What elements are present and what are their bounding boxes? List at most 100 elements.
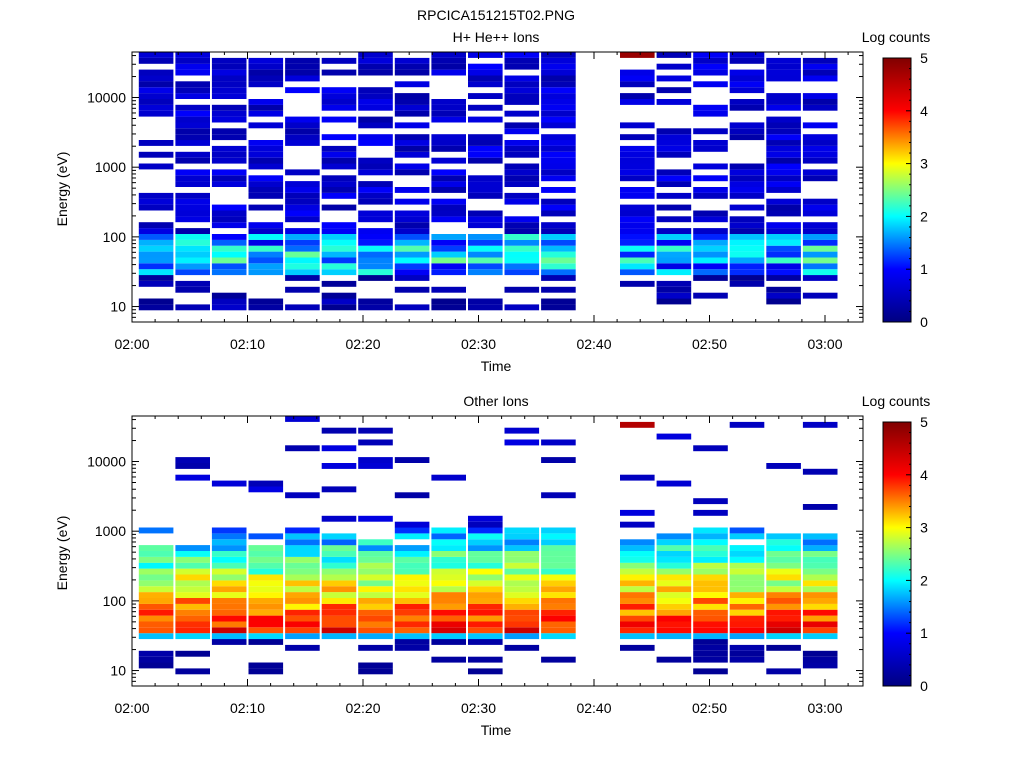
heatmap-cell <box>620 239 655 246</box>
heatmap-cell <box>656 286 692 293</box>
heatmap-cell <box>358 169 393 176</box>
x-tick-label: 02:10 <box>230 336 265 352</box>
heatmap-cell <box>766 93 801 99</box>
heatmap-cell <box>693 603 728 610</box>
heatmap-cell <box>802 621 838 628</box>
x-tick-label: 02:20 <box>345 700 380 716</box>
heatmap-cell <box>656 292 692 299</box>
heatmap-cell <box>138 239 174 246</box>
x-tick-label: 03:00 <box>807 700 842 716</box>
heatmap-cell <box>358 157 393 164</box>
heatmap-cell <box>541 592 576 598</box>
heatmap-cell <box>468 187 503 193</box>
heatmap-cell <box>138 574 174 581</box>
heatmap-cell <box>211 169 247 176</box>
heatmap-cell <box>285 87 320 94</box>
heatmap-cell <box>358 586 393 593</box>
heatmap-cell <box>431 304 466 311</box>
heatmap-cell <box>541 234 576 240</box>
heatmap-cell <box>468 81 503 88</box>
heatmap-cell <box>394 615 430 622</box>
heatmap-cell <box>358 228 393 234</box>
heatmap-cell <box>541 75 576 82</box>
heatmap-cell <box>620 122 655 129</box>
heatmap-cell <box>248 81 284 88</box>
heatmap-cell <box>175 650 210 657</box>
heatmap-cell <box>321 463 357 469</box>
heatmap-cell <box>802 93 838 99</box>
heatmap-cell <box>431 251 466 258</box>
panel-h-he-ions: H+ He++ Ions 02:00 02:10 02:20 02:30 02:40 02… <box>54 29 930 374</box>
heatmap-cell <box>620 251 655 258</box>
heatmap-cell <box>175 63 210 70</box>
heatmap-cell <box>175 286 210 293</box>
heatmap-cell <box>766 228 801 234</box>
heatmap-cell <box>620 169 655 176</box>
heatmap-cell <box>468 145 503 152</box>
heatmap-cell <box>358 163 393 170</box>
heatmap-cell <box>693 128 728 135</box>
heatmap-cell <box>729 650 765 657</box>
y-tick-label: 1000 <box>95 523 126 539</box>
heatmap-cell <box>656 145 692 152</box>
heatmap-cell <box>541 222 576 229</box>
heatmap-cell <box>431 269 466 276</box>
heatmap-cell <box>468 627 503 634</box>
heatmap-cell <box>693 574 728 581</box>
heatmap-cell <box>620 586 655 593</box>
heatmap-cell <box>620 609 655 616</box>
heatmap-cell <box>321 562 357 569</box>
heatmap-cell <box>541 562 576 569</box>
heatmap-cell <box>693 228 728 234</box>
heatmap-cell <box>802 263 838 270</box>
heatmap-cell <box>321 598 357 604</box>
heatmap-cell <box>729 580 765 587</box>
heatmap-cell <box>175 568 210 575</box>
heatmap-cell <box>248 163 284 170</box>
heatmap-cell <box>321 574 357 581</box>
heatmap-cell <box>211 181 247 187</box>
heatmap-cell <box>138 269 174 276</box>
heatmap-cell <box>175 668 210 675</box>
heatmap-cell <box>656 239 692 246</box>
heatmap-cell <box>175 116 210 123</box>
heatmap-cell <box>693 621 728 628</box>
heatmap-cell <box>656 192 692 199</box>
heatmap-cell <box>802 234 838 240</box>
heatmap-cell <box>175 574 210 581</box>
heatmap-cell <box>285 492 320 499</box>
heatmap-cell <box>541 603 576 610</box>
heatmap-cell <box>729 621 765 628</box>
heatmap-cell <box>394 63 430 70</box>
heatmap-cell <box>693 539 728 546</box>
heatmap-cell <box>248 239 284 246</box>
heatmap-cell <box>358 181 393 187</box>
heatmap-cell <box>248 57 284 64</box>
heatmap-cell <box>656 228 692 234</box>
heatmap-cell <box>175 87 210 94</box>
heatmap-cell <box>394 457 430 463</box>
heatmap-cell <box>504 251 540 258</box>
heatmap-cell <box>211 157 247 164</box>
heatmap-cell <box>541 122 576 129</box>
heatmap-cell <box>211 110 247 117</box>
heatmap-cell <box>321 545 357 551</box>
heatmap-cell <box>138 140 174 146</box>
heatmap-cell <box>248 639 284 645</box>
heatmap-cell <box>541 198 576 205</box>
heatmap-cell <box>620 280 655 287</box>
heatmap-cell <box>620 222 655 229</box>
heatmap-cell <box>138 87 174 94</box>
heatmap-cell <box>394 639 430 645</box>
heatmap-cell <box>541 627 576 634</box>
heatmap-cell <box>656 580 692 587</box>
heatmap-cell <box>504 533 540 540</box>
heatmap-cell <box>802 275 838 281</box>
heatmap-cell <box>766 621 801 628</box>
heatmap-cell <box>358 239 393 246</box>
heatmap-cell <box>138 650 174 657</box>
heatmap-cell <box>431 539 466 546</box>
heatmap-cell <box>211 145 247 152</box>
heatmap-cell <box>766 592 801 598</box>
heatmap-cell <box>766 145 801 152</box>
